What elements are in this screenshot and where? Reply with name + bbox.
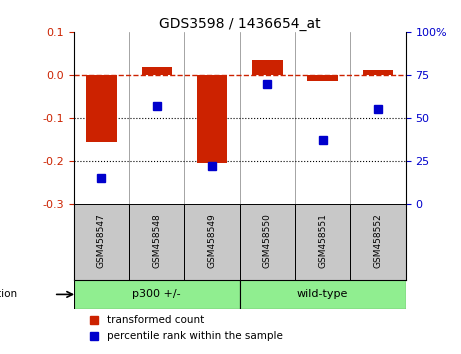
Bar xyxy=(240,204,295,280)
Text: GSM458549: GSM458549 xyxy=(207,213,217,268)
Bar xyxy=(74,280,240,309)
Text: GSM458547: GSM458547 xyxy=(97,213,106,268)
Text: GSM458548: GSM458548 xyxy=(152,213,161,268)
Text: genotype/variation: genotype/variation xyxy=(0,290,18,299)
Title: GDS3598 / 1436654_at: GDS3598 / 1436654_at xyxy=(159,17,320,31)
Text: GSM458550: GSM458550 xyxy=(263,213,272,268)
Bar xyxy=(252,60,283,75)
Bar xyxy=(86,75,117,142)
Text: percentile rank within the sample: percentile rank within the sample xyxy=(107,331,283,341)
Bar xyxy=(307,75,338,81)
Text: transformed count: transformed count xyxy=(107,315,204,325)
Bar xyxy=(129,204,184,280)
Bar xyxy=(350,204,406,280)
Text: wild-type: wild-type xyxy=(297,290,349,299)
Bar xyxy=(363,70,393,75)
Bar xyxy=(142,67,172,75)
Text: p300 +/-: p300 +/- xyxy=(132,290,181,299)
Text: GSM458551: GSM458551 xyxy=(318,213,327,268)
Bar xyxy=(184,204,240,280)
Bar xyxy=(74,204,129,280)
Bar xyxy=(295,204,350,280)
Text: GSM458552: GSM458552 xyxy=(373,213,383,268)
Bar xyxy=(197,75,227,163)
Bar xyxy=(240,280,406,309)
